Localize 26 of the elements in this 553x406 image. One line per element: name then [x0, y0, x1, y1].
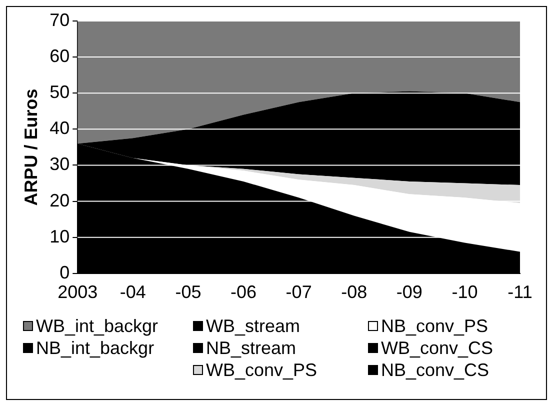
y-axis-title: ARPU / Euros: [20, 88, 41, 206]
x-tick-label: -10: [452, 282, 478, 302]
y-tick-label: 0: [60, 262, 70, 282]
x-tick-label: 2003: [58, 282, 98, 302]
y-tick-label: 30: [50, 154, 70, 174]
legend-label: WB_conv_CS: [381, 337, 494, 359]
legend-label: WB_int_backgr: [36, 315, 158, 337]
y-tick-label: 20: [50, 190, 70, 210]
y-tick-label: 60: [50, 46, 70, 66]
x-tick-label: -09: [396, 282, 422, 302]
legend-label: NB_stream: [206, 337, 296, 359]
x-tick-label: -08: [341, 282, 368, 302]
legend-label: NB_int_backgr: [36, 337, 154, 359]
x-tick-label: -06: [230, 282, 257, 302]
x-tick-label: -04: [120, 282, 146, 302]
x-tick-label: -07: [286, 282, 312, 302]
legend-label: WB_stream: [206, 315, 300, 337]
legend-label: NB_conv_PS: [381, 315, 488, 337]
legend-label: NB_conv_CS: [381, 359, 490, 381]
x-tick-label: -11: [508, 282, 532, 302]
x-tick-label: -05: [175, 282, 202, 302]
y-tick-label: 70: [50, 10, 70, 30]
y-tick-label: 50: [50, 82, 70, 102]
y-tick-label: 10: [50, 226, 70, 246]
legend-label: WB_conv_PS: [206, 359, 318, 381]
y-tick-label: 40: [50, 118, 70, 138]
